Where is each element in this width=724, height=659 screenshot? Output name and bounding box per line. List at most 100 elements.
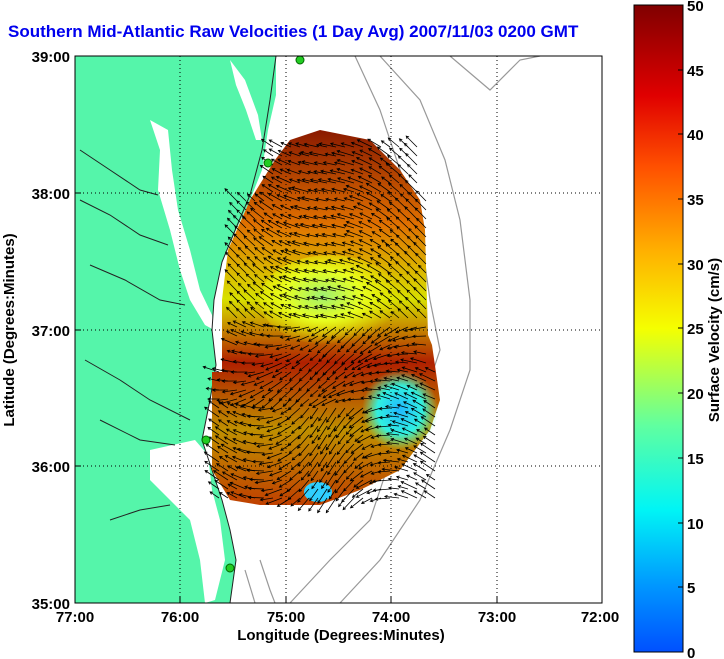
velocity-arrow bbox=[360, 276, 373, 283]
velocity-arrow bbox=[412, 399, 427, 409]
velocity-arrow bbox=[336, 167, 355, 175]
velocity-arrow bbox=[282, 221, 301, 229]
velocity-arrow bbox=[347, 397, 364, 402]
velocity-arrow bbox=[349, 470, 364, 482]
velocity-arrow bbox=[355, 479, 373, 489]
velocity-arrow bbox=[419, 382, 436, 391]
velocity-arrow bbox=[279, 168, 292, 175]
colorbar-tick-label: 35 bbox=[687, 192, 704, 209]
velocity-arrow bbox=[367, 175, 382, 184]
velocity-arrow bbox=[282, 293, 301, 301]
velocity-arrow bbox=[275, 265, 292, 274]
x-tick-label: 72:00 bbox=[581, 609, 619, 626]
velocity-arrow bbox=[306, 296, 319, 301]
velocity-arrow bbox=[356, 434, 373, 444]
velocity-arrow bbox=[224, 269, 238, 283]
velocity-arrow bbox=[202, 365, 220, 373]
velocity-arrow bbox=[229, 201, 238, 211]
velocity-arrow bbox=[246, 211, 256, 220]
y-axis-label: Latitude (Degrees:Minutes) bbox=[1, 233, 18, 426]
velocity-arrow bbox=[390, 437, 409, 445]
velocity-arrow bbox=[331, 250, 346, 256]
velocity-arrow bbox=[337, 177, 355, 184]
velocity-arrow bbox=[321, 380, 337, 392]
velocity-arrow bbox=[330, 214, 346, 220]
velocity-arrow bbox=[313, 188, 328, 193]
velocity-arrow bbox=[255, 292, 265, 301]
velocity-arrow bbox=[295, 142, 310, 148]
velocity-arrow bbox=[327, 479, 337, 493]
velocity-arrow bbox=[414, 270, 427, 283]
velocity-arrow bbox=[382, 391, 400, 400]
velocity-arrow bbox=[336, 213, 355, 220]
velocity-arrow bbox=[208, 418, 220, 427]
velocity-arrow bbox=[369, 379, 382, 384]
velocity-arrow bbox=[413, 454, 427, 463]
velocity-arrow bbox=[402, 401, 418, 409]
velocity-arrow bbox=[369, 239, 382, 247]
velocity-arrow bbox=[364, 353, 382, 362]
velocity-arrow bbox=[271, 479, 283, 485]
velocity-arrow bbox=[278, 276, 292, 283]
velocity-arrow bbox=[226, 402, 238, 409]
velocity-arrow bbox=[415, 252, 427, 265]
velocity-arrow bbox=[364, 407, 382, 414]
velocity-arrow bbox=[395, 234, 409, 247]
velocity-arrow bbox=[364, 416, 382, 423]
velocity-arrow bbox=[367, 138, 382, 148]
velocity-arrow bbox=[275, 184, 292, 193]
velocity-arrow bbox=[330, 241, 346, 247]
velocity-arrow bbox=[312, 277, 328, 283]
velocity-arrow bbox=[410, 407, 427, 418]
velocity-arrow bbox=[344, 326, 355, 336]
velocity-arrow bbox=[320, 187, 337, 193]
velocity-arrow bbox=[321, 398, 337, 406]
velocity-arrow bbox=[396, 368, 409, 373]
velocity-arrow bbox=[370, 248, 382, 256]
velocity-arrow bbox=[227, 236, 238, 247]
velocity-arrow bbox=[401, 454, 418, 463]
velocity-arrow bbox=[345, 470, 355, 480]
velocity-arrow bbox=[422, 435, 436, 445]
velocity-arrow bbox=[298, 362, 310, 372]
velocity-arrow bbox=[393, 411, 409, 418]
velocity-arrow bbox=[302, 214, 319, 220]
velocity-arrow bbox=[362, 286, 373, 292]
velocity-arrow bbox=[253, 237, 265, 247]
velocity-arrow bbox=[284, 266, 301, 274]
velocity-arrow bbox=[315, 197, 328, 202]
velocity-arrow bbox=[289, 286, 301, 292]
velocity-arrow bbox=[416, 308, 427, 319]
velocity-arrow bbox=[270, 158, 283, 166]
velocity-arrow bbox=[211, 367, 229, 373]
velocity-arrow bbox=[296, 196, 310, 202]
velocity-arrow bbox=[414, 198, 427, 211]
velocity-arrow bbox=[327, 177, 346, 184]
velocity-arrow bbox=[300, 150, 319, 157]
velocity-arrow bbox=[351, 286, 364, 292]
velocity-arrow bbox=[253, 228, 265, 238]
velocity-arrow bbox=[313, 206, 328, 211]
velocity-arrow bbox=[334, 479, 346, 494]
velocity-arrow bbox=[252, 263, 265, 274]
velocity-arrow bbox=[218, 401, 229, 409]
velocity-arrow bbox=[300, 407, 310, 419]
y-tick-label: 36:00 bbox=[32, 459, 70, 476]
velocity-arrow bbox=[387, 137, 400, 148]
velocity-arrow bbox=[267, 184, 283, 193]
velocity-arrow bbox=[413, 418, 427, 427]
velocity-arrow bbox=[385, 450, 400, 454]
velocity-arrow bbox=[406, 163, 418, 175]
velocity-arrow bbox=[413, 241, 427, 256]
velocity-arrow bbox=[266, 452, 283, 460]
velocity-arrow bbox=[351, 151, 364, 157]
velocity-arrow bbox=[358, 461, 373, 470]
velocity-arrow bbox=[278, 311, 292, 319]
map-title: Southern Mid-Atlantic Raw Velocities (1 … bbox=[8, 22, 579, 41]
x-tick-label: 74:00 bbox=[372, 609, 410, 626]
velocity-arrow bbox=[286, 240, 301, 247]
velocity-arrow bbox=[339, 303, 355, 310]
velocity-arrow bbox=[385, 369, 400, 373]
velocity-arrow bbox=[267, 255, 283, 265]
velocity-arrow bbox=[343, 362, 355, 371]
